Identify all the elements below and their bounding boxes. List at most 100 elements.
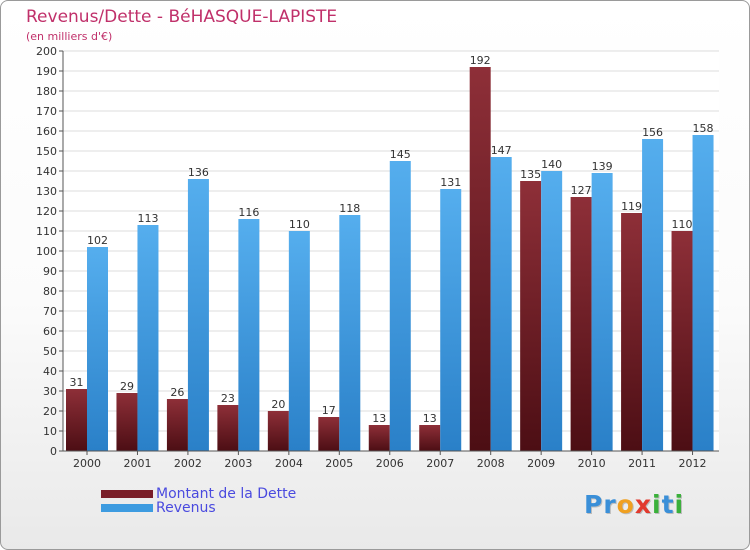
bar-revenue (238, 219, 260, 451)
x-tick-label: 2004 (275, 457, 303, 470)
logo-letter: x (634, 490, 652, 519)
x-tick-label: 2008 (477, 457, 505, 470)
data-label-debt: 23 (221, 392, 235, 405)
y-tick-label: 150 (36, 145, 57, 158)
y-tick-label: 70 (43, 305, 57, 318)
bar-revenue (187, 179, 209, 451)
legend-swatch-debt (101, 490, 153, 498)
y-tick-label: 30 (43, 385, 57, 398)
data-label-revenue: 113 (137, 212, 158, 225)
data-label-revenue: 139 (592, 160, 613, 173)
y-tick-label: 200 (36, 45, 57, 58)
data-label-revenue: 147 (491, 144, 512, 157)
data-label-debt: 127 (571, 184, 592, 197)
data-label-debt: 29 (120, 380, 134, 393)
data-label-debt: 192 (470, 54, 491, 67)
y-tick-label: 160 (36, 125, 57, 138)
x-tick-label: 2002 (174, 457, 202, 470)
data-label-revenue: 131 (440, 176, 461, 189)
y-tick-label: 20 (43, 405, 57, 418)
x-tick-label: 2001 (123, 457, 151, 470)
logo-letter: P (584, 490, 604, 519)
data-label-debt: 119 (621, 200, 642, 213)
bar-debt (166, 399, 188, 451)
data-label-debt: 26 (170, 386, 184, 399)
bar-debt (116, 393, 138, 451)
y-tick-label: 90 (43, 265, 57, 278)
logo-letter: i (652, 490, 662, 519)
y-tick-label: 130 (36, 185, 57, 198)
bar-revenue (490, 157, 512, 451)
data-label-debt: 17 (322, 404, 336, 417)
bar-revenue (137, 225, 159, 451)
bar-debt (520, 181, 542, 451)
bar-revenue (642, 139, 664, 451)
y-tick-label: 120 (36, 205, 57, 218)
data-label-debt: 110 (672, 218, 693, 231)
x-tick-label: 2000 (73, 457, 101, 470)
bar-revenue (440, 189, 462, 451)
logo-letter: i (674, 490, 685, 519)
bar-revenue (591, 173, 613, 451)
bar-layer: 31 102 29 113 26 136 23 116 20 110 17 118 13 145 13 131… (66, 54, 714, 451)
y-tick-label: 60 (43, 325, 57, 338)
logo-letter: r (603, 490, 617, 519)
data-label-revenue: 110 (289, 218, 310, 231)
bar-debt (419, 425, 441, 451)
data-label-debt: 135 (520, 168, 541, 181)
y-tick-label: 0 (50, 445, 57, 458)
bar-debt (318, 417, 340, 451)
data-label-revenue: 140 (541, 158, 562, 171)
x-tick-label: 2010 (578, 457, 606, 470)
data-label-debt: 20 (271, 398, 285, 411)
bar-debt (469, 67, 491, 451)
data-label-debt: 13 (423, 412, 437, 425)
bar-revenue (541, 171, 563, 451)
y-tick-label: 100 (36, 245, 57, 258)
bar-debt (267, 411, 289, 451)
bar-revenue (87, 247, 108, 451)
bar-debt (570, 197, 592, 451)
bar-debt (671, 231, 693, 451)
data-label-revenue: 158 (693, 122, 714, 135)
chart-title: Revenus/Dette - BéHASQUE-LAPISTE (26, 7, 338, 27)
bar-revenue (692, 135, 714, 451)
axis-layer: 0 10 20 30 40 50 60 70 80 90 100 110 120 130 140 150 160… (36, 45, 719, 470)
legend-swatch-revenue (101, 504, 153, 512)
y-tick-label: 170 (36, 105, 57, 118)
y-tick-label: 10 (43, 425, 57, 438)
legend-label-debt: Montant de la Dette (156, 486, 297, 502)
x-tick-label: 2003 (224, 457, 252, 470)
data-label-revenue: 118 (339, 202, 360, 215)
bar-revenue (389, 161, 411, 451)
logo-letter: o (616, 490, 635, 519)
x-tick-label: 2009 (527, 457, 555, 470)
data-label-revenue: 156 (642, 126, 663, 139)
logo-letter: t (661, 490, 675, 519)
bar-debt (217, 405, 239, 451)
y-tick-label: 110 (36, 225, 57, 238)
bar-revenue (339, 215, 361, 451)
x-tick-label: 2012 (679, 457, 707, 470)
data-label-revenue: 116 (238, 206, 259, 219)
y-tick-label: 50 (43, 345, 57, 358)
chart-subtitle: (en milliers d'€) (26, 30, 113, 43)
legend-label-revenue: Revenus (156, 500, 216, 516)
y-tick-label: 140 (36, 165, 57, 178)
bar-debt (368, 425, 390, 451)
data-label-revenue: 102 (87, 234, 108, 247)
data-label-revenue: 145 (390, 148, 411, 161)
data-label-revenue: 136 (188, 166, 209, 179)
x-tick-label: 2005 (325, 457, 353, 470)
y-tick-label: 80 (43, 285, 57, 298)
y-tick-label: 190 (36, 65, 57, 78)
y-tick-label: 40 (43, 365, 57, 378)
x-tick-label: 2011 (628, 457, 656, 470)
y-tick-label: 180 (36, 85, 57, 98)
proxiti-logo: Proxiti (584, 490, 684, 519)
bar-debt (66, 389, 87, 451)
data-label-debt: 31 (70, 376, 84, 389)
x-tick-label: 2007 (426, 457, 454, 470)
